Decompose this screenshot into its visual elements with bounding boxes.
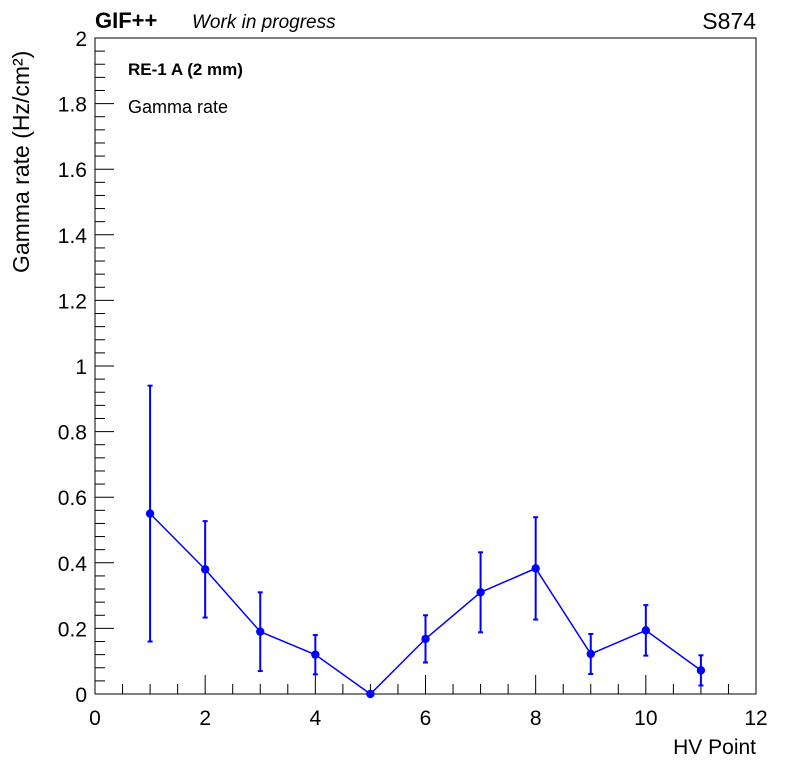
axes: 0 2 4 6 8 10 12 0 0.2 0.4 0.6 0.8 1 1.2 1.4 1.6 1.8 2 bbox=[58, 28, 768, 730]
y-tick-label: 0.4 bbox=[58, 553, 88, 576]
x-tick-label: 6 bbox=[420, 707, 432, 730]
x-axis-label: HV Point bbox=[673, 736, 756, 759]
data-marks bbox=[145, 384, 706, 699]
y-tick-label: 0.8 bbox=[58, 422, 87, 445]
x-tick-label: 2 bbox=[199, 707, 211, 730]
data-point bbox=[421, 634, 430, 644]
status-label: Work in progress bbox=[192, 12, 336, 33]
quantity-annotation: Gamma rate bbox=[128, 97, 229, 117]
series-line bbox=[149, 513, 702, 695]
data-point bbox=[145, 509, 155, 518]
x-tick-label: 8 bbox=[530, 707, 542, 730]
y-tick-label: 0.6 bbox=[58, 487, 87, 510]
x-tick-label: 10 bbox=[634, 707, 657, 730]
x-tick-label: 0 bbox=[89, 707, 101, 730]
data-point bbox=[366, 689, 375, 699]
y-tick-label: 1.4 bbox=[58, 225, 88, 248]
y-axis-label: Gamma rate (Hz/cm²) bbox=[8, 50, 34, 273]
data-point bbox=[586, 649, 595, 659]
brand-label: GIF++ bbox=[95, 8, 158, 33]
y-tick-label: 2 bbox=[75, 28, 87, 51]
x-tick-label: 12 bbox=[744, 707, 767, 730]
plot-frame bbox=[94, 37, 757, 695]
data-point bbox=[311, 650, 320, 659]
data-point bbox=[256, 627, 265, 636]
y-tick-label: 1 bbox=[75, 356, 87, 379]
y-tick-label: 0 bbox=[75, 684, 87, 707]
x-tick-label: 4 bbox=[309, 707, 321, 730]
y-tick-label: 1.8 bbox=[58, 94, 87, 117]
y-tick-label: 1.2 bbox=[58, 290, 87, 313]
y-tick-label: 1.6 bbox=[58, 159, 87, 182]
detector-annotation: RE-1 A (2 mm) bbox=[128, 60, 243, 79]
data-point bbox=[476, 588, 485, 597]
data-point bbox=[641, 626, 651, 635]
run-label: S874 bbox=[702, 8, 756, 34]
data-point bbox=[696, 666, 706, 675]
y-tick-label: 0.2 bbox=[58, 618, 87, 641]
data-point bbox=[531, 564, 540, 573]
data-point bbox=[200, 565, 210, 574]
